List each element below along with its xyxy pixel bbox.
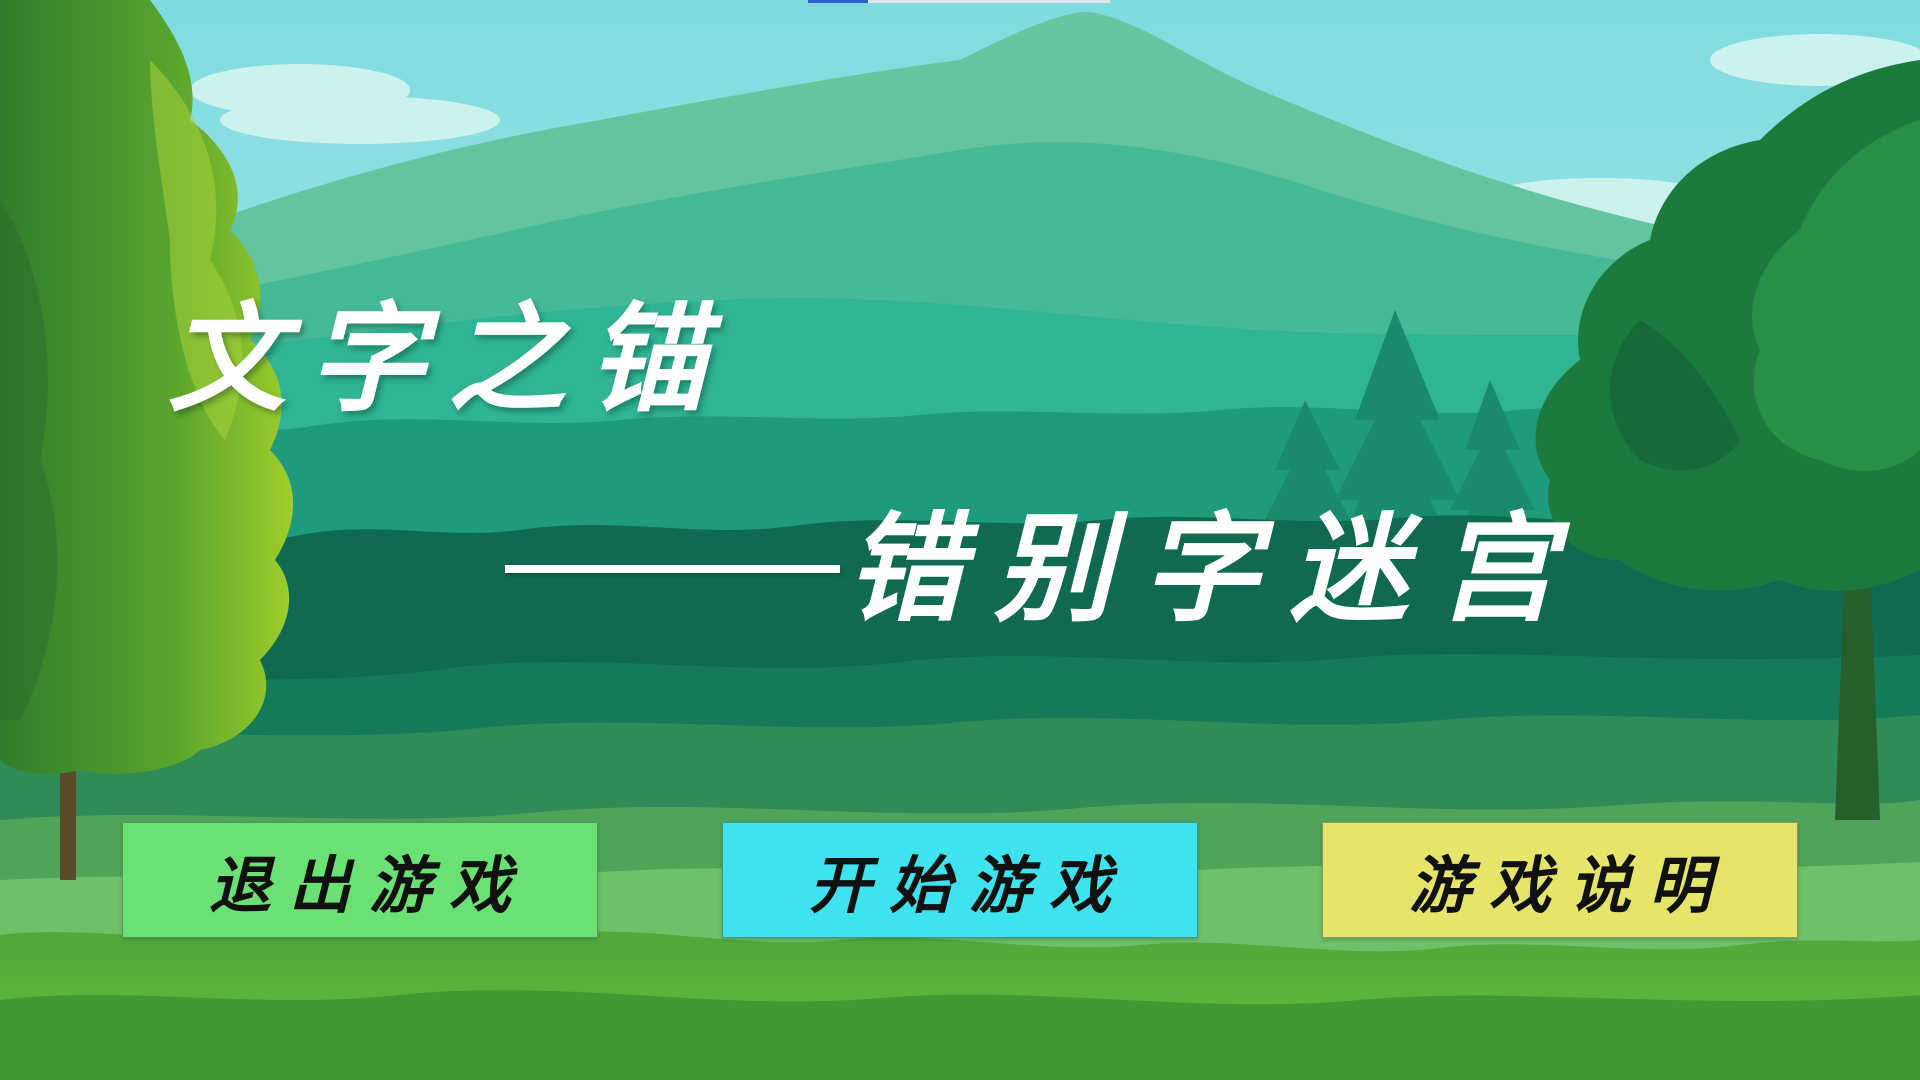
top-strip-accent	[808, 0, 868, 3]
game-title: 文字之锚	[168, 289, 729, 428]
foreground-grass-dark	[0, 990, 1920, 1080]
left-tree	[0, 0, 294, 880]
start-game-button[interactable]: 开始游戏	[722, 822, 1198, 938]
top-loading-strip	[808, 0, 1110, 3]
right-tree	[1535, 60, 1920, 820]
game-subtitle: 错别字迷宫	[505, 510, 1586, 628]
game-subtitle-text: 错别字迷宫	[846, 499, 1587, 638]
subtitle-dash	[505, 565, 840, 573]
game-instructions-button[interactable]: 游戏说明	[1322, 822, 1798, 938]
exit-game-button[interactable]: 退出游戏	[122, 822, 598, 938]
